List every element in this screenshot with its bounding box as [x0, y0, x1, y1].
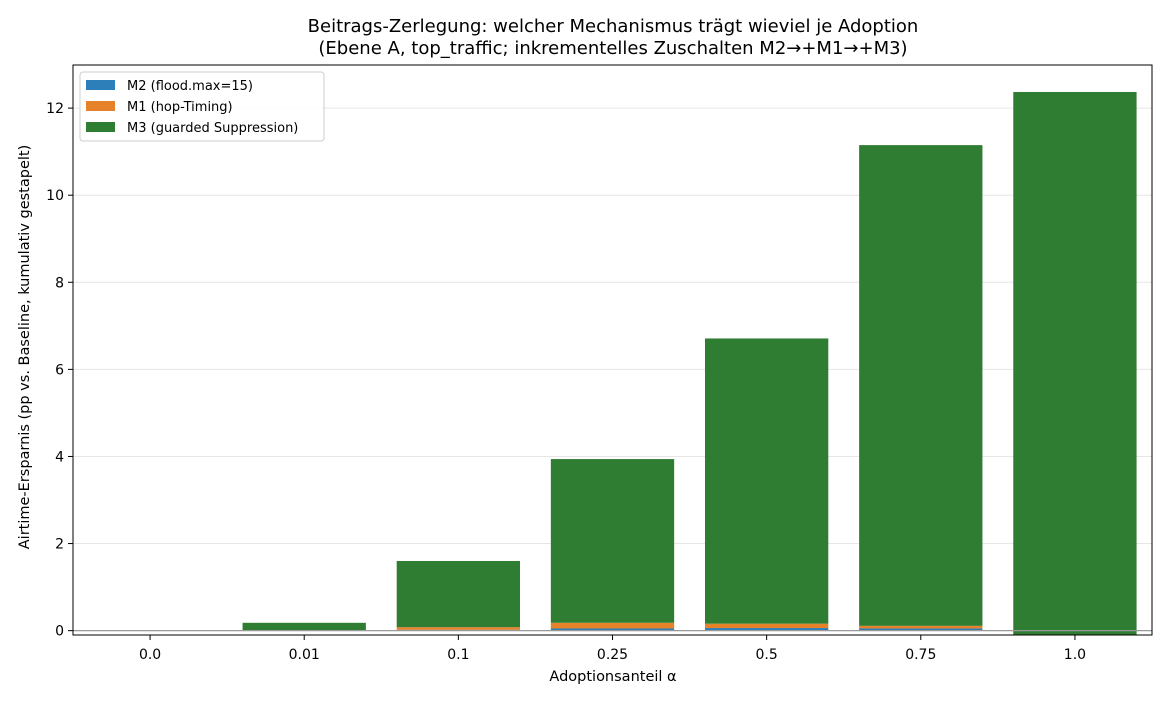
bar-segment-series-2-cat-1 — [242, 622, 366, 631]
chart-title-line-2: (Ebene A, top_traffic; inkrementelles Zu… — [318, 38, 907, 59]
y-axis-ticks: 0 2 4 6 8 10 12 — [46, 101, 73, 640]
bar-segment-series-1-cat-4 — [704, 623, 829, 629]
x-tick-label: 0.1 — [447, 647, 469, 663]
bar-stack-group — [242, 91, 1137, 636]
legend-box — [79, 71, 325, 142]
legend-entry-label: M3 (guarded Suppression) — [127, 121, 298, 136]
bar-segment-series-1-cat-5 — [859, 625, 983, 629]
legend-swatch — [86, 122, 115, 132]
bar-segment-series-2-cat-6 — [1013, 91, 1137, 636]
bar-segment-series-2-cat-2 — [396, 560, 521, 628]
x-tick-label: 0.0 — [139, 647, 161, 663]
x-axis-ticks: 0.0 0.01 0.1 0.25 0.5 0.75 1.0 — [139, 635, 1086, 663]
x-tick-label: 0.01 — [289, 647, 320, 663]
y-tick-label: 0 — [55, 624, 64, 640]
legend-swatch — [86, 101, 115, 111]
x-tick-label: 0.5 — [756, 647, 778, 663]
legend-entry-label: M1 (hop-Timing) — [127, 100, 233, 115]
x-axis-label: Adoptionsanteil α — [549, 669, 676, 685]
y-tick-label: 10 — [46, 188, 64, 204]
y-axis-label: Airtime-Ersparnis (pp vs. Baseline, kumu… — [17, 145, 33, 550]
chart-title-line-1: Beitrags-Zerlegung: welcher Mechanismus … — [308, 16, 919, 37]
bar-segment-series-0-cat-5 — [859, 628, 983, 631]
y-tick-label: 8 — [55, 275, 64, 291]
bar-segment-series-2-cat-5 — [859, 145, 983, 626]
y-tick-label: 12 — [46, 101, 64, 117]
x-tick-label: 0.75 — [905, 647, 936, 663]
x-tick-label: 1.0 — [1064, 647, 1086, 663]
y-tick-label: 4 — [55, 449, 64, 465]
bar-segment-series-1-cat-3 — [550, 622, 675, 629]
y-tick-label: 2 — [55, 537, 64, 553]
legend: M2 (flood.max=15) M1 (hop-Timing) M3 (guar… — [79, 71, 325, 142]
legend-entry-label: M2 (flood.max=15) — [127, 79, 253, 94]
bar-segment-series-2-cat-3 — [550, 459, 675, 623]
bar-segment-series-2-cat-4 — [704, 338, 829, 624]
legend-swatch — [86, 80, 115, 90]
bar-segment-series-0-cat-4 — [704, 628, 829, 631]
x-tick-label: 0.25 — [597, 647, 628, 663]
bar-segment-series-0-cat-3 — [550, 628, 675, 631]
y-tick-label: 6 — [55, 362, 64, 378]
bar-segment-series-1-cat-2 — [396, 627, 521, 630]
